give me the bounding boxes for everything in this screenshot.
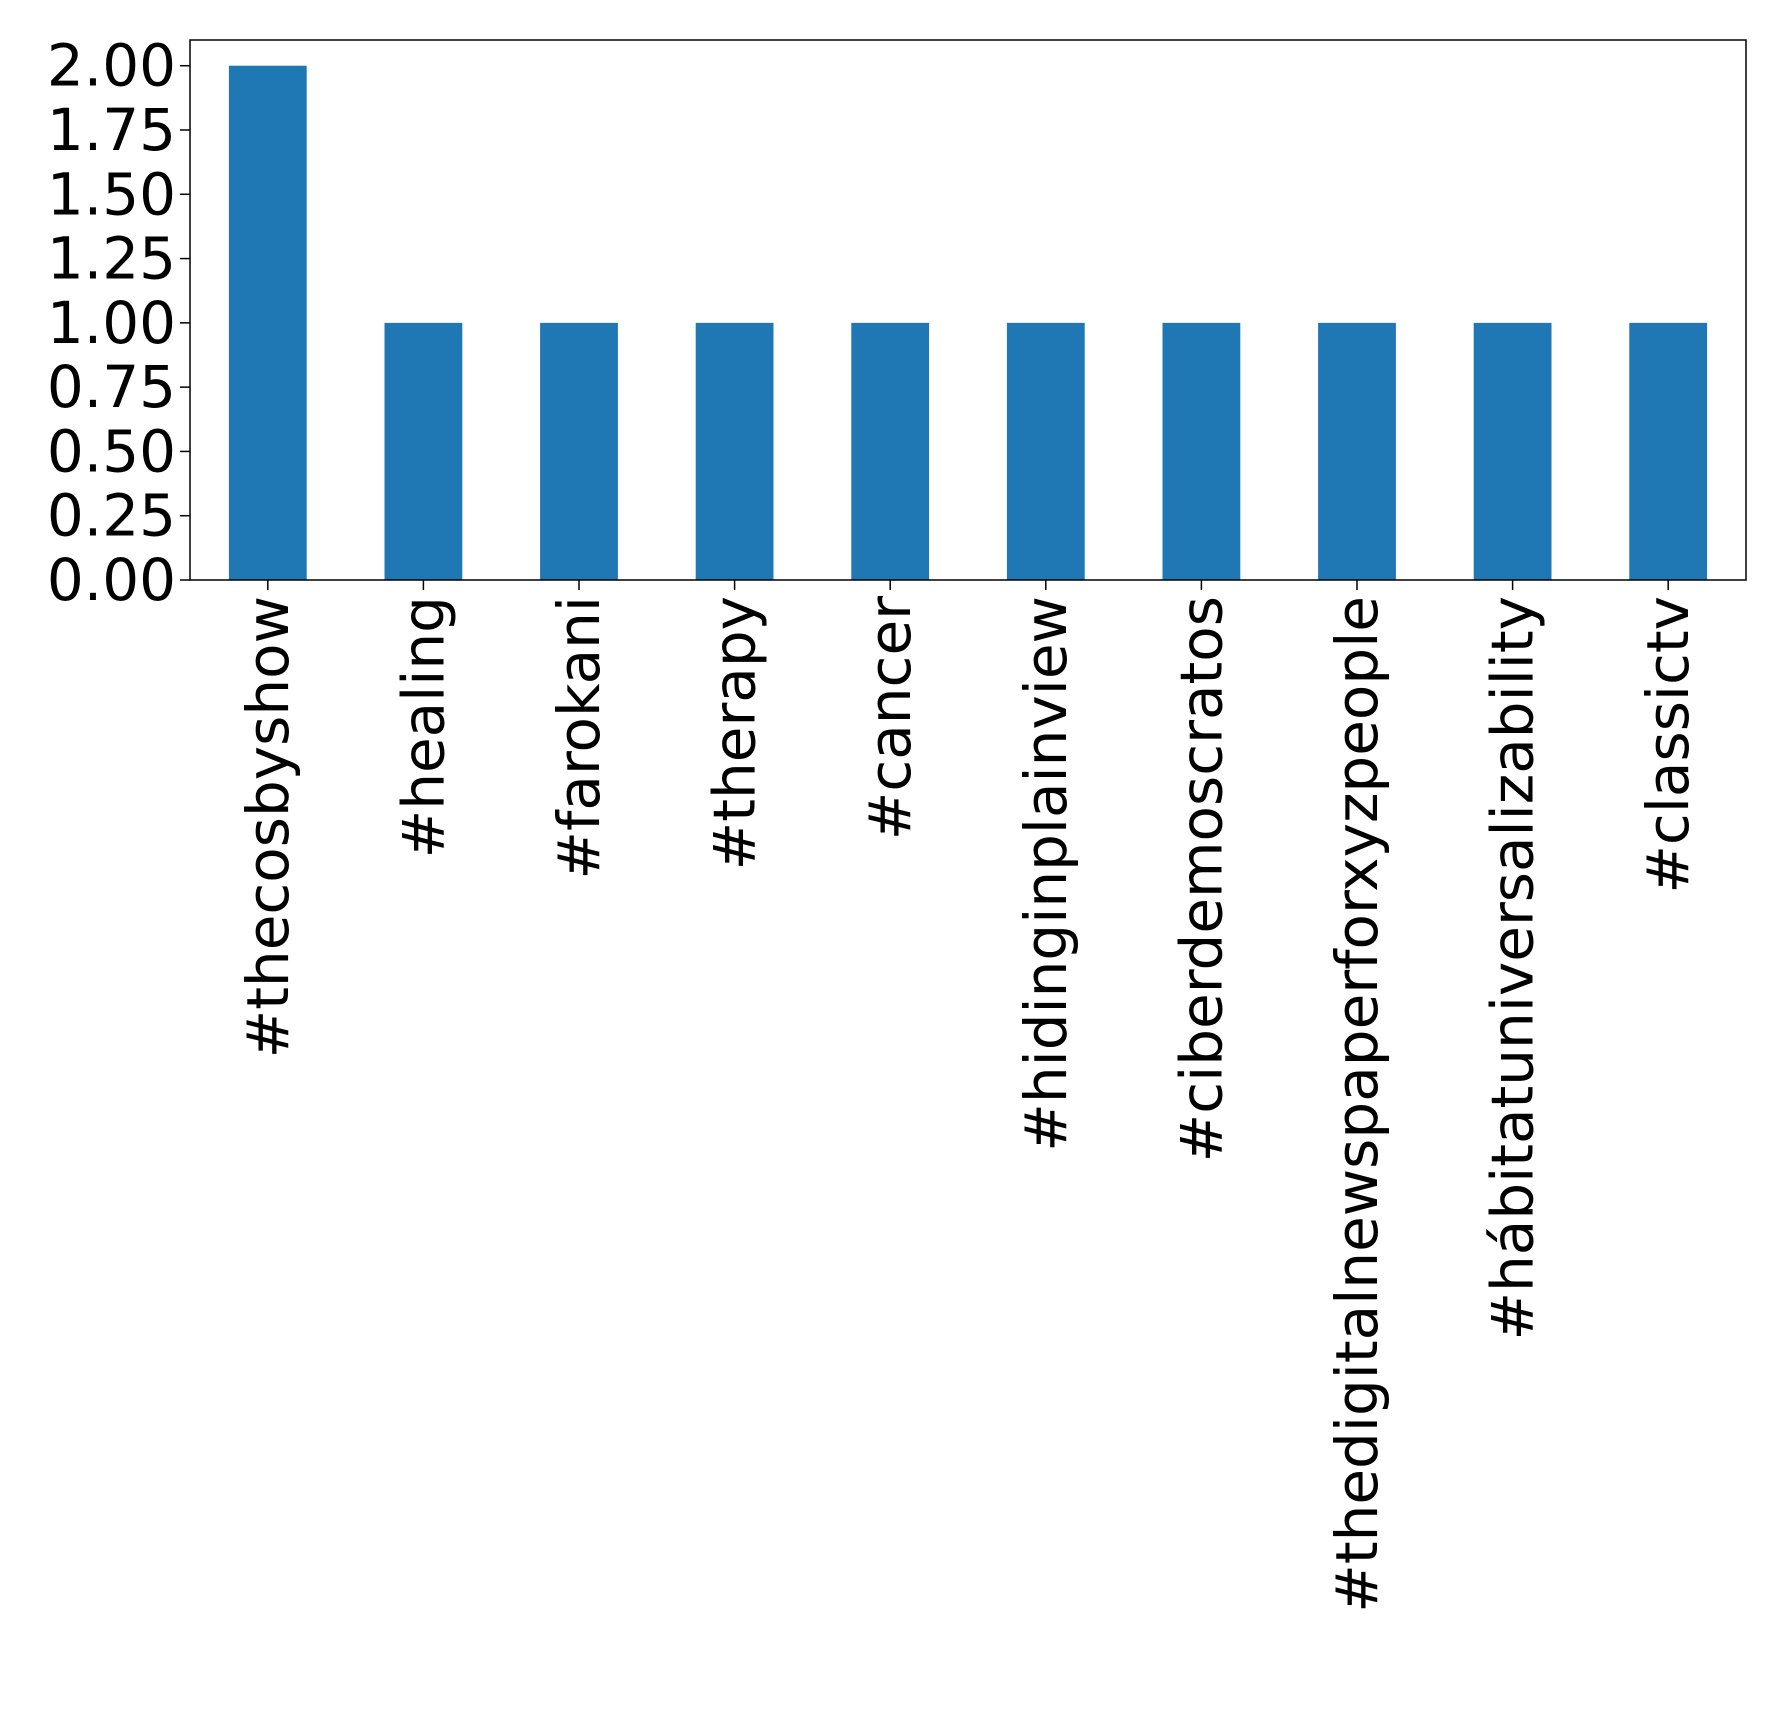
y-tick-label: 0.25: [47, 482, 176, 550]
x-tick-label: #ciberdemoscratos: [1167, 596, 1235, 1162]
bar: [851, 322, 930, 580]
x-tick-label: #hidinginplainview: [1012, 596, 1080, 1152]
bar: [384, 322, 463, 580]
bar: [1318, 322, 1396, 580]
y-axis: 0.000.250.500.751.001.251.501.752.00: [47, 32, 190, 614]
bar: [1629, 322, 1708, 580]
x-tick-label: #thecosbyshow: [234, 596, 302, 1058]
x-tick-label: #classictv: [1634, 596, 1702, 894]
bar: [228, 65, 307, 580]
bar: [1473, 322, 1552, 580]
bars-group: [228, 65, 1708, 580]
x-tick-label: #farokani: [545, 596, 613, 880]
x-tick-label: #hábitatuniversalizability: [1479, 596, 1547, 1341]
y-tick-label: 1.25: [47, 225, 176, 293]
y-tick-label: 1.00: [47, 289, 176, 357]
y-tick-label: 0.50: [47, 417, 176, 485]
plot-frame: [189, 39, 1747, 581]
x-tick-label: #thedigitalnewspaperforxyzpeople: [1323, 596, 1391, 1613]
y-tick-label: 0.00: [47, 546, 176, 614]
bar: [540, 322, 618, 580]
x-tick-label: #therapy: [701, 596, 769, 870]
bar: [695, 322, 774, 580]
y-tick-label: 1.75: [47, 96, 176, 164]
y-tick-label: 2.00: [47, 32, 176, 100]
x-tick-label: #cancer: [856, 596, 924, 840]
x-axis: #thecosbyshow #healing #farokani #therapy #c…: [234, 580, 1702, 1613]
bar: [1162, 322, 1241, 580]
x-tick-label: #healing: [389, 596, 457, 858]
y-tick-label: 0.75: [47, 353, 176, 421]
bar: [1006, 322, 1085, 580]
y-tick-label: 1.50: [47, 160, 176, 228]
